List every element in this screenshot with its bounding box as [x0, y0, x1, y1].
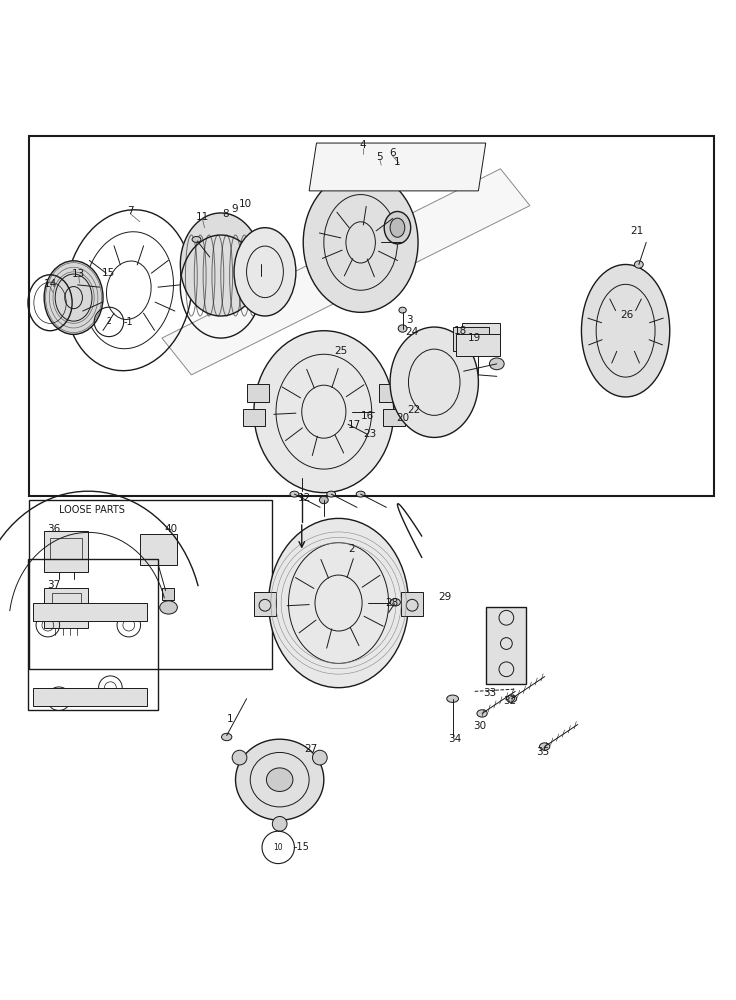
Text: 2: 2	[107, 317, 111, 326]
Text: 12: 12	[297, 493, 311, 503]
Text: 11: 11	[196, 212, 209, 222]
Ellipse shape	[390, 599, 400, 606]
Text: 33: 33	[483, 688, 496, 698]
Text: 4: 4	[359, 140, 367, 150]
FancyBboxPatch shape	[486, 607, 526, 684]
Ellipse shape	[236, 739, 324, 820]
Text: 25: 25	[334, 346, 347, 356]
Ellipse shape	[399, 307, 406, 313]
Text: 40: 40	[164, 524, 177, 534]
Ellipse shape	[327, 491, 336, 497]
FancyBboxPatch shape	[44, 588, 88, 628]
Text: 7: 7	[127, 206, 134, 216]
Text: 16: 16	[361, 411, 374, 421]
Text: 29: 29	[438, 592, 451, 602]
Text: 34: 34	[448, 734, 461, 744]
Ellipse shape	[489, 358, 504, 370]
FancyBboxPatch shape	[243, 409, 265, 426]
Text: 37: 37	[47, 580, 60, 590]
Polygon shape	[309, 143, 486, 191]
Ellipse shape	[390, 327, 478, 437]
Text: 1: 1	[226, 714, 233, 724]
Ellipse shape	[634, 261, 643, 268]
Ellipse shape	[254, 331, 394, 493]
Ellipse shape	[447, 695, 459, 702]
FancyBboxPatch shape	[140, 534, 177, 565]
Ellipse shape	[356, 491, 365, 497]
Text: 17: 17	[347, 420, 361, 430]
FancyBboxPatch shape	[44, 531, 88, 572]
Ellipse shape	[222, 733, 232, 741]
Text: 24: 24	[406, 327, 419, 337]
Ellipse shape	[477, 710, 487, 717]
Text: 1: 1	[394, 157, 401, 167]
Text: 27: 27	[304, 744, 317, 754]
FancyBboxPatch shape	[383, 409, 405, 426]
Ellipse shape	[319, 496, 328, 504]
FancyBboxPatch shape	[162, 588, 174, 600]
Ellipse shape	[290, 491, 299, 497]
FancyBboxPatch shape	[453, 327, 489, 351]
FancyBboxPatch shape	[462, 323, 500, 353]
Circle shape	[272, 816, 287, 831]
Ellipse shape	[506, 695, 517, 702]
Text: 10: 10	[273, 843, 283, 852]
Text: 3: 3	[406, 315, 413, 325]
Text: 26: 26	[620, 310, 634, 320]
Text: 13: 13	[72, 269, 85, 279]
Text: -15: -15	[294, 842, 310, 852]
Ellipse shape	[398, 325, 407, 332]
Polygon shape	[162, 169, 530, 375]
Ellipse shape	[180, 213, 261, 316]
Text: 9: 9	[231, 204, 238, 214]
FancyBboxPatch shape	[33, 603, 147, 621]
Text: 14: 14	[43, 279, 57, 289]
Ellipse shape	[384, 211, 411, 244]
Text: 20: 20	[396, 413, 409, 423]
Text: 32: 32	[503, 696, 516, 706]
Text: 15: 15	[102, 268, 116, 278]
FancyBboxPatch shape	[401, 592, 423, 616]
Text: 8: 8	[222, 209, 230, 219]
Ellipse shape	[303, 172, 418, 312]
Text: 21: 21	[630, 226, 643, 236]
Ellipse shape	[539, 743, 550, 750]
Text: 23: 23	[364, 429, 377, 439]
Ellipse shape	[390, 218, 405, 237]
Text: 35: 35	[536, 747, 549, 757]
Text: 30: 30	[473, 721, 486, 731]
Text: 22: 22	[407, 405, 420, 415]
FancyBboxPatch shape	[254, 592, 276, 616]
FancyBboxPatch shape	[33, 688, 147, 706]
Ellipse shape	[234, 228, 296, 316]
Ellipse shape	[160, 601, 177, 614]
Text: 2: 2	[348, 544, 355, 554]
Text: -1: -1	[124, 317, 134, 327]
FancyBboxPatch shape	[247, 384, 269, 402]
Ellipse shape	[266, 768, 293, 791]
Text: 28: 28	[386, 598, 399, 608]
FancyBboxPatch shape	[379, 384, 401, 402]
Text: 5: 5	[376, 152, 383, 162]
Ellipse shape	[44, 261, 103, 334]
Ellipse shape	[581, 264, 670, 397]
Text: 10: 10	[239, 199, 252, 209]
Ellipse shape	[269, 518, 408, 688]
Text: 36: 36	[47, 524, 60, 534]
Text: LOOSE PARTS: LOOSE PARTS	[59, 505, 125, 515]
Text: 18: 18	[453, 326, 467, 336]
Circle shape	[313, 750, 328, 765]
Circle shape	[232, 750, 247, 765]
Ellipse shape	[192, 237, 201, 242]
Text: 6: 6	[389, 148, 396, 158]
Text: 19: 19	[467, 333, 481, 343]
FancyBboxPatch shape	[456, 334, 500, 356]
